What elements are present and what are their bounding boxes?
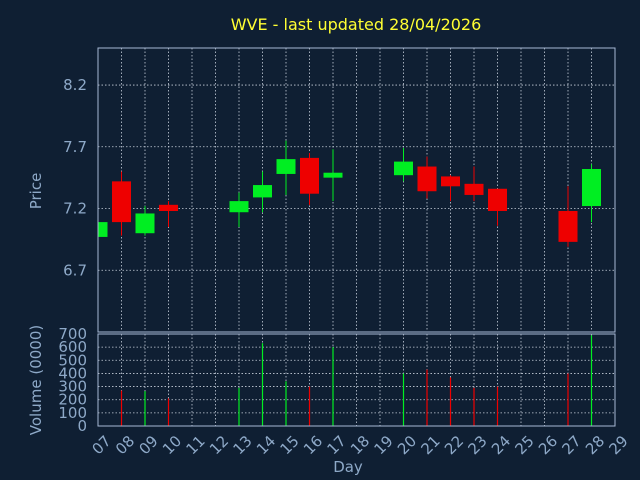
x-tick-label: 14	[253, 432, 279, 458]
candle	[159, 201, 178, 228]
volume-axis-label: Volume (0000)	[27, 325, 45, 435]
candle-body	[229, 201, 249, 213]
price-tick-label: 7.7	[63, 138, 87, 156]
candle-body	[488, 188, 507, 211]
x-tick-label: 12	[206, 432, 232, 458]
candle	[582, 164, 601, 223]
x-tick-label: 21	[418, 432, 444, 458]
x-tick-label: 28	[582, 432, 608, 458]
candle	[394, 148, 413, 182]
x-tick-label: 15	[277, 432, 303, 458]
x-tick-label: 18	[347, 432, 373, 458]
candle-body	[253, 185, 272, 198]
candle	[464, 166, 484, 202]
candle-body	[112, 181, 131, 223]
x-tick-label: 26	[535, 432, 561, 458]
candle-body	[98, 222, 108, 237]
candle	[441, 175, 460, 202]
x-tick-label: 25	[512, 432, 538, 458]
volume-frame	[97, 333, 616, 427]
x-axis-label: Day	[333, 458, 363, 476]
candle-body	[582, 169, 601, 207]
candle-body	[417, 166, 437, 192]
price-tick-label: 7.2	[63, 200, 87, 218]
price-axis-label: Price	[27, 173, 45, 210]
volume-tick-label: 500	[58, 351, 87, 369]
chart-title: WVE - last updated 28/04/2026	[231, 15, 482, 34]
candle	[229, 192, 249, 228]
x-tick-label: 20	[394, 432, 420, 458]
price-panel: 8.2 7.7 7.2 6.7	[63, 47, 616, 333]
volume-tick-label: 200	[58, 391, 87, 409]
volume-tick-label: 400	[58, 364, 87, 382]
x-tick-label: 09	[136, 432, 162, 458]
volume-tick-label: 100	[58, 404, 87, 422]
volume-tick-label: 600	[58, 338, 87, 356]
x-tick-label: 27	[559, 432, 585, 458]
candle-body	[464, 183, 484, 195]
candle	[323, 149, 343, 202]
candle-body	[276, 159, 296, 174]
volume-tick-label: 300	[58, 378, 87, 396]
volume-tick-label: 700	[58, 325, 87, 343]
x-tick-label: 08	[112, 432, 138, 458]
x-tick-label: 10	[159, 432, 185, 458]
candle	[276, 140, 296, 195]
price-tick-label: 8.2	[63, 76, 87, 94]
candle	[488, 188, 507, 226]
candle	[417, 156, 437, 199]
candle	[300, 152, 319, 205]
x-tick-label: 19	[371, 432, 397, 458]
candle-body	[441, 176, 460, 187]
price-frame	[97, 47, 616, 333]
x-tick-label: 29	[606, 432, 632, 458]
candle-body	[300, 157, 319, 194]
x-tick-label: 13	[230, 432, 256, 458]
candle-body	[558, 210, 578, 242]
price-tick-label: 6.7	[63, 261, 87, 279]
x-tick-label: 22	[441, 432, 467, 458]
candle-body	[323, 172, 343, 178]
candle-body	[135, 213, 155, 234]
volume-tick-label: 0	[77, 417, 87, 435]
x-tick-label: 24	[488, 432, 514, 458]
candle	[135, 206, 155, 236]
x-tick-label: 17	[324, 432, 350, 458]
candle	[97, 222, 108, 239]
candle	[253, 171, 272, 213]
candle-body	[159, 204, 178, 211]
candle-body	[394, 161, 413, 176]
x-tick-label: 11	[183, 432, 209, 458]
x-tick-label: 07	[89, 432, 115, 458]
candle	[558, 186, 578, 247]
candle	[112, 171, 131, 236]
x-tick-label: 16	[300, 432, 326, 458]
x-tick-label: 23	[465, 432, 491, 458]
